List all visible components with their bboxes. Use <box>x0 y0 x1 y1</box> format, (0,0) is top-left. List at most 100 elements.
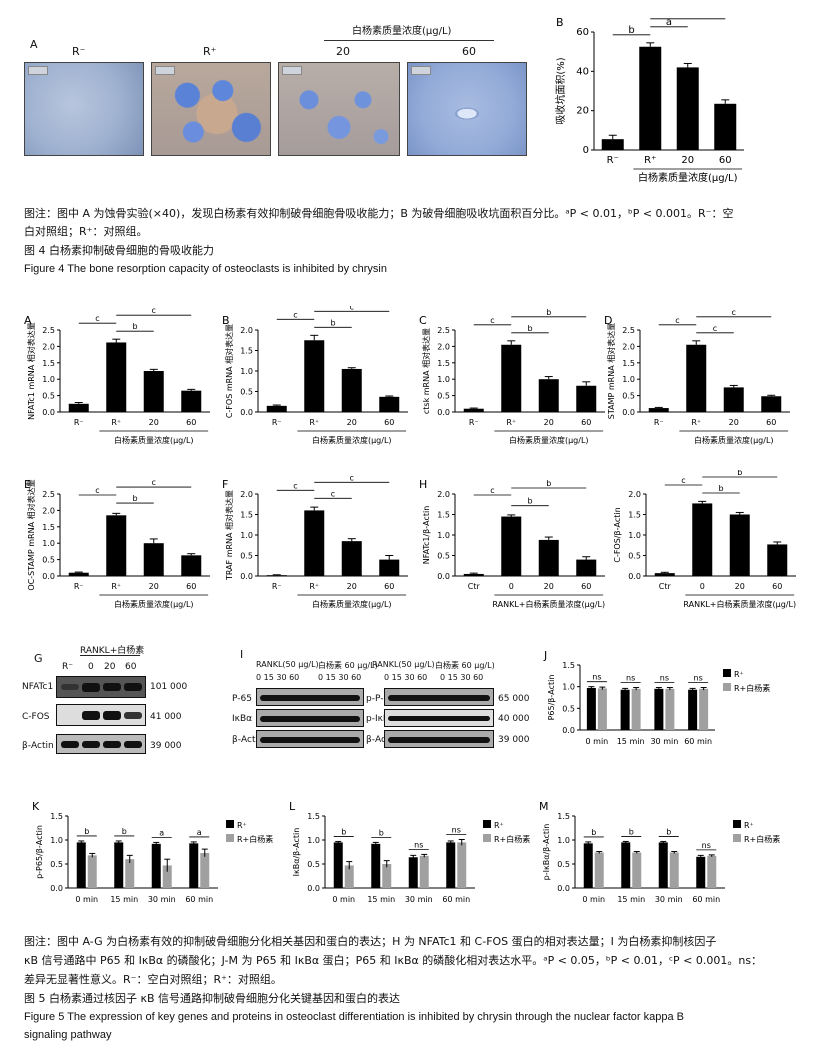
bar <box>631 688 641 730</box>
y-tick-label: 1.5 <box>622 359 635 368</box>
panel-letter: G <box>34 652 43 665</box>
x-tick-label: R⁺ <box>111 582 121 591</box>
x-tick-label: R⁺ <box>506 418 516 427</box>
x-tick-label: 20 <box>735 582 745 591</box>
y-tick-label: 2.0 <box>622 342 635 351</box>
y-tick-label: 0.0 <box>307 884 320 893</box>
bar <box>658 842 668 888</box>
sig-label: c <box>675 316 679 325</box>
chart-svg-5a: A 0.0 0.5 1.0 1.5 2.0 2.5 NFATc1 mRNA 相对表达量 R⁻ R⁺… <box>24 306 210 445</box>
bar <box>729 514 750 576</box>
bar <box>620 689 630 730</box>
panel-letter: B <box>222 314 230 327</box>
sig-label: b <box>122 827 127 836</box>
y-tick-label: 2.0 <box>437 490 450 499</box>
fig5-title-cn: 图 5 白杨素通过核因子 κB 信号通路抑制破骨细胞分化关键基因和蛋白的表达 <box>24 992 401 1005</box>
x-tick-label: R⁺ <box>111 418 121 427</box>
x-tick-label: 60 min <box>185 895 213 904</box>
lane-label: 20 <box>104 662 116 672</box>
bar <box>162 865 172 888</box>
bar <box>341 541 362 576</box>
bar <box>639 46 662 150</box>
y-tick-label: 40 <box>576 66 589 77</box>
fig5-caption-line1: 图注：图中 A-G 为白杨素有效的抑制破骨细胞分化相关基因和蛋白的表达；H 为 … <box>24 935 717 948</box>
sig-label: a <box>197 828 202 837</box>
y-tick-label: 0.5 <box>562 704 575 713</box>
bar <box>601 139 624 150</box>
sig-label: c <box>732 308 736 317</box>
bar <box>665 688 675 730</box>
y-tick-label: 1.5 <box>437 511 450 520</box>
bar <box>632 852 642 888</box>
chart-svg-5f: F 0.0 0.5 1.0 1.5 2.0 TRAF mRNA 相对表达量 R⁻ R⁺ 20 60 白… <box>222 473 408 609</box>
x-tick-label: Ctr <box>659 582 672 591</box>
fig5-caption-line2: κB 信号通路中 P65 和 IκBα 的磷酸化；J-M 为 P65 和 IκB… <box>24 954 763 967</box>
bar <box>621 842 631 888</box>
chart-svg-5b: B 0.0 0.5 1.0 1.5 2.0 C-FOS mRNA 相对表达量 R⁻ R⁺ 20 60… <box>222 306 408 445</box>
y-axis-label: C-FOS/β-Actin <box>613 507 622 562</box>
y-tick-label: 0 <box>583 145 589 156</box>
bar <box>181 390 202 412</box>
blot-nfatc1 <box>56 676 146 698</box>
bar <box>767 544 788 576</box>
legend-label: R+白杨素 <box>744 834 780 844</box>
y-tick-label: 0.5 <box>240 388 253 397</box>
bar <box>68 403 89 412</box>
micrograph-r-minus <box>24 62 144 156</box>
y-tick-label: 0.0 <box>622 408 635 417</box>
bar <box>181 555 202 576</box>
bar <box>676 67 699 150</box>
y-tick-label: 1.0 <box>562 683 575 692</box>
bar <box>341 368 362 412</box>
x-tick-label: 60 min <box>442 895 470 904</box>
y-tick-label: 2.5 <box>42 490 55 499</box>
y-tick-label: 2.0 <box>240 490 253 499</box>
legend-label: R+白杨素 <box>494 834 530 844</box>
y-tick-label: 1.5 <box>42 359 55 368</box>
x-tick-label: 15 min <box>617 737 645 746</box>
x-tick-label: Ctr <box>468 582 481 591</box>
bar <box>648 408 669 412</box>
bar <box>594 852 604 888</box>
y-tick-label: 1.5 <box>557 812 570 821</box>
x-tick-label: 20 <box>544 418 554 427</box>
bar <box>333 842 343 888</box>
bar <box>446 842 456 888</box>
y-tick-label: 1.5 <box>628 511 641 520</box>
bar <box>714 103 737 150</box>
x-tick-label: R⁻ <box>469 418 479 427</box>
y-tick-label: 0.5 <box>437 392 450 401</box>
sig-label: b <box>546 308 551 317</box>
bar <box>692 503 713 576</box>
y-axis-label: NFATc1 mRNA 相对表达量 <box>26 322 36 420</box>
micrograph-60 <box>407 62 527 156</box>
bar <box>419 855 429 888</box>
bar <box>669 852 679 888</box>
sig-label: b <box>666 827 671 836</box>
x-tick-label: 20 <box>149 582 159 591</box>
y-tick-label: 1.5 <box>437 359 450 368</box>
sig-label: a <box>666 18 672 28</box>
bar <box>688 689 698 730</box>
sig-label: b <box>527 497 532 506</box>
lane-label: R⁻ <box>62 662 74 672</box>
blot-header: 白杨素 60 μg/L) <box>435 661 495 670</box>
sig-label: a <box>159 828 164 837</box>
group-label: 白杨素质量浓度(μg/L) <box>114 435 194 445</box>
x-tick-label: 30 min <box>650 737 678 746</box>
sig-label: c <box>293 310 297 319</box>
bar <box>68 572 89 576</box>
x-tick-label: 0 <box>509 582 514 591</box>
panel-letter: K <box>32 800 40 813</box>
chart-svg-5h1: H 0.0 0.5 1.0 1.5 2.0 NFATc1/β-Actin Ctr 0 20 60 RA… <box>419 478 605 609</box>
y-tick-label: 2.0 <box>437 342 450 351</box>
bar <box>699 688 709 730</box>
bar <box>654 688 664 730</box>
y-tick-label: 2.0 <box>42 342 55 351</box>
x-tick-label: R⁻ <box>74 418 84 427</box>
y-tick-label: 0.0 <box>628 572 641 581</box>
y-tick-label: 2.5 <box>42 326 55 335</box>
x-tick-label: 20 <box>544 582 554 591</box>
bar <box>125 859 135 888</box>
chart-svg-5c: C 0.0 0.5 1.0 1.5 2.0 2.5 ctsk mRNA 相对表达量 R⁻ R⁺ 20… <box>419 308 605 445</box>
